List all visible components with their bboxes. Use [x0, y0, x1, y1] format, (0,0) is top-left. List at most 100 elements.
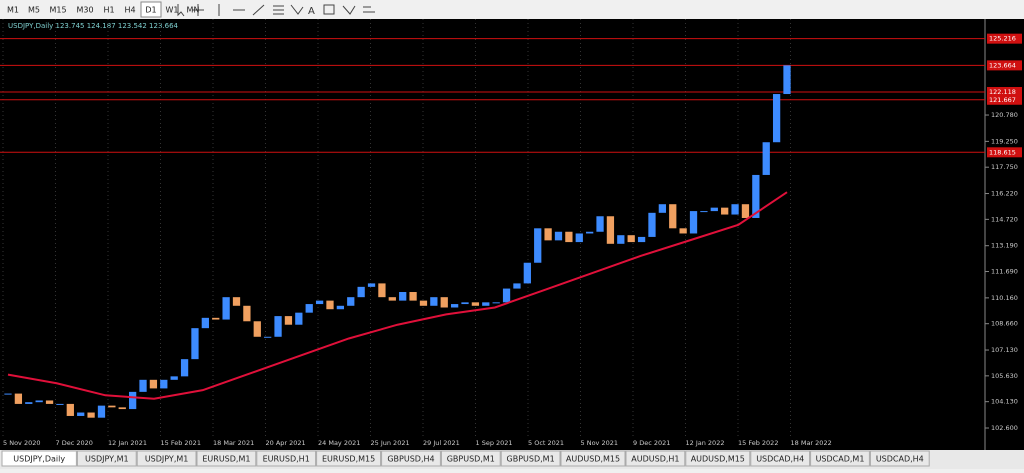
cursor-tool[interactable]: [177, 4, 185, 17]
candle: [648, 212, 656, 237]
tab[interactable]: [560, 450, 626, 467]
candle: [97, 405, 106, 418]
candle: [77, 412, 85, 416]
tab[interactable]: [440, 450, 501, 467]
timeframe-button[interactable]: M5: [28, 6, 40, 15]
candle: [606, 216, 615, 244]
candle: [399, 292, 407, 301]
tab[interactable]: [750, 450, 811, 467]
tab[interactable]: [1, 450, 77, 467]
y-tick-label: 116.220: [991, 190, 1018, 198]
candle: [232, 297, 241, 306]
candle: [450, 304, 459, 308]
tab[interactable]: [625, 450, 686, 467]
arrow-tool[interactable]: [342, 5, 356, 15]
candle: [243, 305, 251, 322]
candle: [347, 297, 355, 306]
candle: [388, 297, 396, 301]
date-label: 5 Oct 2021: [528, 439, 564, 447]
candle: [149, 379, 158, 389]
candle: [565, 231, 573, 243]
tab[interactable]: [810, 450, 870, 467]
candle: [139, 379, 147, 392]
candle: [741, 204, 750, 218]
candle: [108, 405, 116, 408]
tab[interactable]: [500, 450, 561, 467]
timeframe-button[interactable]: W1: [166, 6, 179, 15]
candle: [679, 228, 687, 234]
trendline-tool[interactable]: [252, 4, 265, 16]
channel-tool[interactable]: [273, 5, 284, 15]
tab[interactable]: [685, 450, 751, 467]
tab[interactable]: [869, 450, 930, 467]
candle: [772, 94, 781, 143]
candle: [160, 379, 168, 389]
candle: [118, 407, 126, 410]
date-label: 29 Jul 2021: [423, 439, 460, 447]
tab-label: USDJPY,Daily: [13, 455, 65, 464]
fibo-tool[interactable]: [290, 4, 304, 15]
text-tool[interactable]: A: [308, 6, 315, 17]
candle: [721, 207, 729, 215]
candle: [689, 211, 698, 234]
date-label: 15 Feb 2022: [738, 439, 778, 447]
candle: [492, 302, 500, 304]
candle: [180, 359, 189, 377]
tab-label: USDJPY,M1: [85, 455, 129, 464]
tab-label: GBPUSD,M1: [447, 455, 495, 464]
level-badge: [987, 60, 1022, 71]
date-label: 9 Dec 2021: [633, 439, 670, 447]
chart-title: USDJPY,Daily 123.745 124.187 123.542 123…: [8, 22, 179, 30]
date-label: 5 Nov 2020: [3, 439, 41, 447]
timeframe-button[interactable]: MN: [187, 6, 200, 15]
candle: [191, 328, 199, 360]
candle: [482, 302, 490, 306]
tab[interactable]: [196, 450, 257, 467]
date-label: 12 Jan 2022: [686, 439, 725, 447]
timeframe-button[interactable]: H4: [124, 6, 135, 15]
tab[interactable]: [316, 450, 382, 467]
tab-label: GBPUSD,M1: [507, 455, 555, 464]
candle: [264, 336, 272, 338]
timeframe-button[interactable]: M1: [7, 6, 19, 15]
shapes-tool[interactable]: [363, 6, 375, 13]
candle: [471, 302, 480, 306]
crosshair-tool[interactable]: [192, 4, 204, 16]
date-label: 7 Dec 2020: [56, 439, 93, 447]
date-label: 5 Nov 2021: [581, 439, 619, 447]
candle: [596, 216, 604, 232]
tab[interactable]: [76, 450, 137, 467]
candle: [35, 400, 43, 403]
y-tick-label: 117.750: [991, 163, 1018, 171]
level-label: 123.664: [989, 61, 1016, 69]
date-label: 12 Jan 2021: [108, 439, 147, 447]
level-label: 122.118: [989, 88, 1016, 96]
tab[interactable]: [256, 450, 317, 467]
timeframe-button[interactable]: H1: [103, 6, 114, 15]
candle: [253, 321, 261, 337]
tab-label: USDCAD,H4: [756, 455, 804, 464]
tab[interactable]: [381, 450, 441, 467]
y-tick-label: 111.690: [991, 268, 1018, 276]
label-tool[interactable]: [323, 4, 335, 15]
timeframe-button[interactable]: D1: [145, 6, 156, 15]
timeframe-button[interactable]: M30: [76, 6, 93, 15]
candle: [274, 316, 282, 337]
y-tick-label: 119.250: [991, 137, 1018, 145]
candle: [575, 233, 583, 243]
tab-label: AUDUSD,M15: [691, 455, 745, 464]
tab-label: AUDUSD,H1: [631, 455, 679, 464]
date-label: 15 Feb 2021: [161, 439, 201, 447]
candle: [326, 300, 334, 310]
tool-icons: A: [177, 4, 375, 17]
y-tick-label: 105.630: [991, 372, 1018, 380]
tab-label: USDCAD,H4: [876, 455, 924, 464]
tab[interactable]: [136, 450, 197, 467]
timeframe-button[interactable]: M15: [49, 6, 66, 15]
candle: [315, 300, 324, 305]
y-tick-label: 107.130: [991, 346, 1018, 354]
candle: [523, 262, 531, 284]
date-label: 18 Mar 2021: [213, 439, 254, 447]
tab-label: EURUSD,M15: [322, 455, 375, 464]
